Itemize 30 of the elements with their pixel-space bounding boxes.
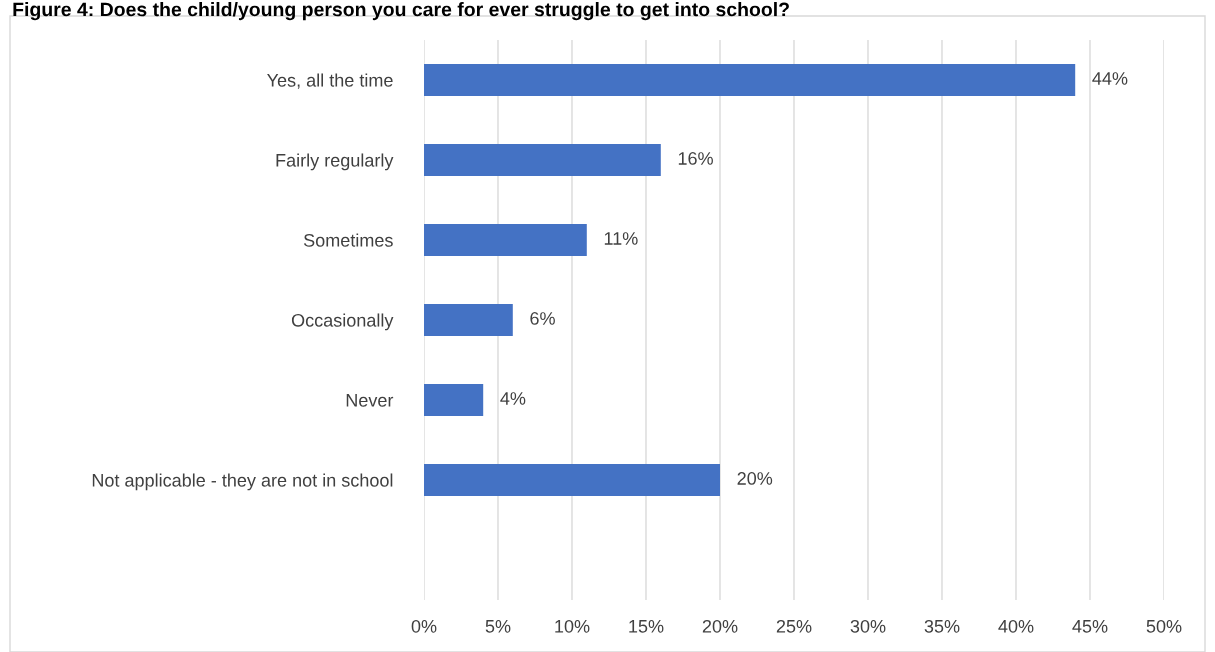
bar bbox=[424, 464, 720, 496]
bar bbox=[424, 384, 484, 416]
data-label: 6% bbox=[530, 312, 555, 325]
y-tick-label: Fairly regularly bbox=[276, 153, 394, 171]
x-tick-label: 45% bbox=[1072, 620, 1108, 633]
bar bbox=[424, 64, 1076, 96]
x-tick-label: 25% bbox=[776, 619, 812, 633]
x-tick-label: 10% bbox=[555, 619, 590, 633]
y-tick-label: Yes, all the time bbox=[267, 73, 393, 89]
data-label: 16% bbox=[678, 152, 713, 165]
bar bbox=[424, 144, 661, 176]
y-tick-label: Not applicable - they are not in school bbox=[92, 473, 393, 491]
x-tick-label: 50% bbox=[1146, 619, 1182, 633]
data-label: 20% bbox=[737, 472, 773, 485]
chart-title: Figure 4: Does the child/young person you care for ever struggle to get into school? bbox=[13, 2, 789, 21]
x-tick-label: 35% bbox=[924, 619, 960, 633]
x-tick-label: 40% bbox=[998, 619, 1034, 633]
y-tick-label: Never bbox=[346, 394, 394, 407]
y-tick-label: Occasionally bbox=[291, 313, 394, 331]
x-tick-label: 20% bbox=[702, 619, 738, 633]
y-tick-label: Sometimes bbox=[303, 233, 393, 247]
bar bbox=[424, 224, 587, 256]
x-tick-label: 15% bbox=[629, 620, 664, 633]
data-label: 4% bbox=[500, 392, 526, 405]
x-tick-label: 5% bbox=[485, 620, 511, 633]
x-tick-label: 30% bbox=[850, 619, 886, 633]
x-tick-label: 0% bbox=[411, 619, 437, 633]
data-label: 11% bbox=[604, 232, 638, 245]
bar bbox=[424, 304, 513, 336]
data-label: 44% bbox=[1092, 72, 1128, 85]
